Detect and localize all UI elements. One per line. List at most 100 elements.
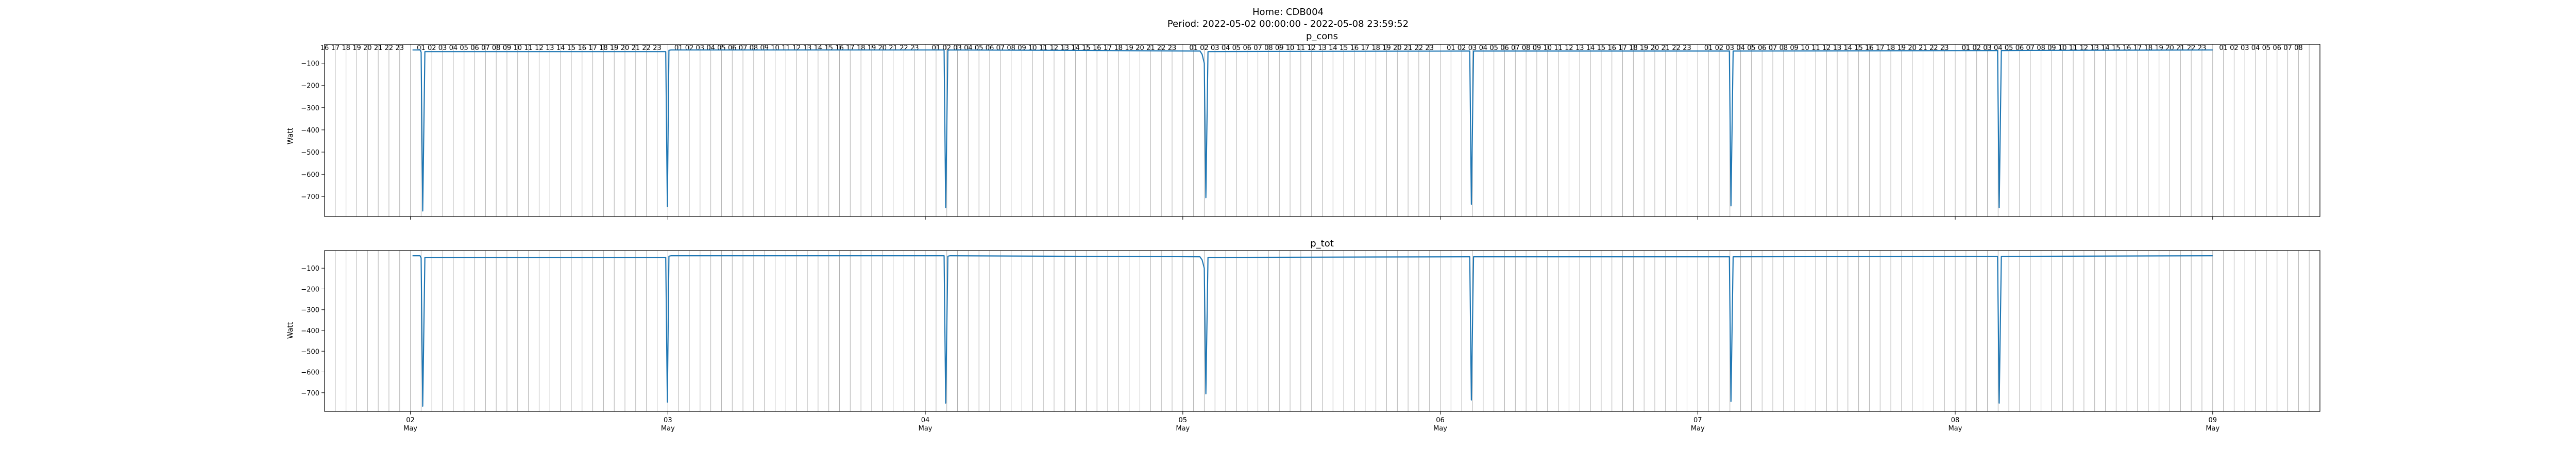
subplot-p-cons: p_cons Watt −100−200−300−400−500−600−700… (286, 31, 2320, 220)
hour-tick-label: 21 (889, 44, 897, 52)
x-tick-label-day: 03 (664, 417, 672, 424)
hour-tick-label: 14 (814, 44, 823, 52)
hour-tick-label: 22 (900, 44, 908, 52)
hour-tick-label: 03 (438, 44, 447, 52)
hour-tick-label: 07 (996, 44, 1005, 52)
hour-tick-label: 12 (2080, 44, 2089, 52)
hour-tick-label: 02 (2230, 44, 2239, 52)
hour-tick-label: 02 (428, 44, 436, 52)
y-tick-label: −200 (301, 82, 319, 90)
hour-tick-label: 10 (514, 44, 522, 52)
hour-tick-label: 19 (610, 44, 619, 52)
hour-tick-label: 13 (803, 44, 812, 52)
hour-tick-label: 09 (1018, 44, 1026, 52)
hour-tick-label: 06 (1243, 44, 1251, 52)
hour-tick-label: 08 (1264, 44, 1273, 52)
hour-tick-label: 19 (868, 44, 876, 52)
hour-tick-label: 17 (846, 44, 855, 52)
hour-tick-label: 20 (2165, 44, 2174, 52)
subplot-p-tot: p_tot Watt −100 −200 −300 −400 −500 −600 −700 0… (286, 238, 2320, 433)
hour-tick-label: 06 (470, 44, 479, 52)
hour-tick-label: 20 (363, 44, 372, 52)
hour-tick-label: 18 (2144, 44, 2153, 52)
x-tick-label-day: 04 (921, 417, 930, 424)
hour-tick-label: 07 (1253, 44, 1262, 52)
x-tick-label-month: May (1691, 425, 1705, 433)
hour-tick-label: 11 (782, 44, 790, 52)
x-tick-label-day: 08 (1951, 417, 1960, 424)
hour-tick-label: 02 (1200, 44, 1209, 52)
hour-tick-label: 16 (2123, 44, 2131, 52)
x-tick-label-day: 07 (1693, 417, 1702, 424)
x-tick-label-day: 09 (2209, 417, 2217, 424)
hour-tick-label: 18 (599, 44, 608, 52)
hour-tick-label: 01 (932, 44, 941, 52)
hour-tick-label: 12 (535, 44, 544, 52)
hour-tick-label: 08 (2294, 44, 2303, 52)
hour-tick-label: 20 (621, 44, 630, 52)
hour-tick-label: 03 (953, 44, 962, 52)
hour-tick-label: 19 (2155, 44, 2163, 52)
hour-tick-label: 10 (1028, 44, 1037, 52)
hour-tick-label: 23 (395, 44, 404, 52)
y-tick-label: −400 (301, 327, 319, 335)
hour-tick-label: 17 (2133, 44, 2142, 52)
x-tick-label-day: 02 (406, 417, 415, 424)
hour-tick-label: 22 (385, 44, 394, 52)
hour-tick-label: 05 (975, 44, 984, 52)
hour-tick-label: 09 (760, 44, 769, 52)
x-tick-label-month: May (1948, 425, 1962, 433)
hour-tick-label: 08 (1007, 44, 1015, 52)
x-tick-label-month: May (919, 425, 933, 433)
y-tick-label: −100 (301, 60, 319, 68)
hour-tick-label: 16 (578, 44, 586, 52)
hour-tick-label: 20 (878, 44, 887, 52)
hour-tick-label: 16 (835, 44, 844, 52)
hour-tick-label: 21 (2176, 44, 2185, 52)
y-tick-label: −300 (301, 105, 319, 112)
y-axis-label-p-cons: Watt (286, 127, 295, 144)
hour-tick-label: 06 (2273, 44, 2281, 52)
hour-tick-label: 13 (546, 44, 554, 52)
y-tick-label: −500 (301, 149, 319, 157)
hour-tick-label: 19 (352, 44, 361, 52)
hour-tick-label: 05 (717, 44, 726, 52)
hour-tick-label: 03 (1211, 44, 1219, 52)
series-line (413, 256, 2213, 406)
hour-tick-label: 21 (374, 44, 383, 52)
hour-tick-label: 04 (964, 44, 973, 52)
hour-tick-label: 15 (2112, 44, 2121, 52)
x-tick-label-month: May (403, 425, 417, 433)
hour-tick-label: 15 (567, 44, 576, 52)
hour-tick-label: 17 (588, 44, 597, 52)
x-tick-label-month: May (1176, 425, 1190, 433)
hour-tick-label: 18 (857, 44, 866, 52)
hour-tick-label: 18 (342, 44, 350, 52)
hour-tick-label: 02 (685, 44, 694, 52)
x-tick-label-day: 05 (1179, 417, 1188, 424)
figure-title-line2: Period: 2022-05-02 00:00:00 - 2022-05-08… (1167, 19, 1409, 29)
hour-tick-label: 12 (792, 44, 801, 52)
hour-tick-label: 08 (492, 44, 501, 52)
hour-tick-label: 22 (2187, 44, 2196, 52)
hour-tick-label: 23 (653, 44, 662, 52)
subplot-title-p-tot: p_tot (1310, 238, 1334, 249)
figure-title-line1: Home: CDB004 (1252, 7, 1324, 18)
hour-tick-label: 14 (2101, 44, 2110, 52)
hour-tick-label: 10 (771, 44, 779, 52)
hour-tick-label: 04 (1222, 44, 1230, 52)
hour-tick-label: 07 (2283, 44, 2292, 52)
hour-tick-label: 11 (524, 44, 533, 52)
y-tick-label: −700 (301, 193, 319, 201)
x-tick-label-day: 06 (1436, 417, 1445, 424)
hour-tick-label: 17 (331, 44, 340, 52)
hour-tick-label: 05 (2262, 44, 2271, 52)
y-tick-label: −500 (301, 348, 319, 356)
hour-tick-label: 22 (642, 44, 651, 52)
hour-tick-label: 13 (2090, 44, 2099, 52)
hour-tick-label: 14 (556, 44, 565, 52)
x-tick-label-month: May (1433, 425, 1447, 433)
hour-tick-label: 04 (2251, 44, 2260, 52)
hour-tick-label: 03 (2241, 44, 2249, 52)
